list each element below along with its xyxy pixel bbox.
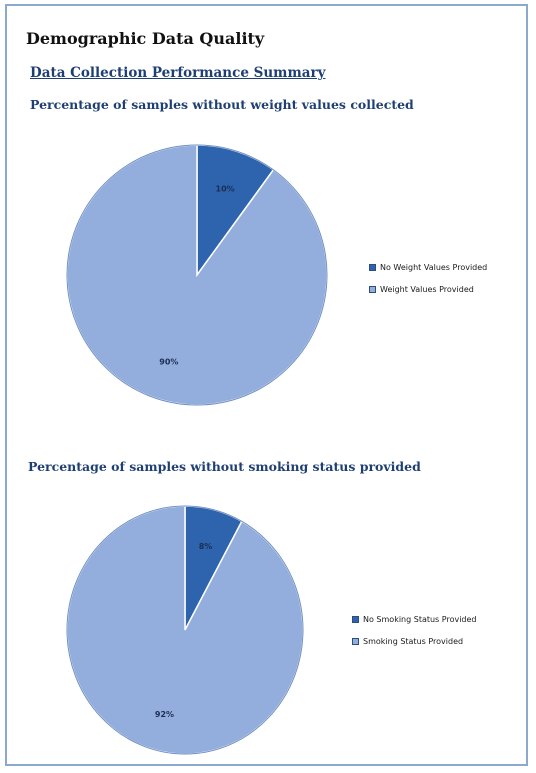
legend-label: Smoking Status Provided <box>363 636 464 646</box>
document-title: Demographic Data Quality <box>26 29 265 48</box>
slice-label: 92% <box>155 710 174 719</box>
pie-chart-smoking: 8% 92% <box>66 505 304 755</box>
chart-title-weight: Percentage of samples without weight val… <box>30 97 414 112</box>
legend-swatch <box>369 263 376 271</box>
legend-label: Weight Values Provided <box>380 284 474 294</box>
pie-rim <box>66 505 304 755</box>
page-border <box>5 4 528 766</box>
legend-weight: No Weight Values Provided Weight Values … <box>369 260 487 304</box>
chart-title-smoking: Percentage of samples without smoking st… <box>28 459 421 474</box>
legend-item: No Smoking Status Provided <box>352 612 477 626</box>
legend-label: No Smoking Status Provided <box>363 614 477 624</box>
slice-label: 10% <box>216 184 235 193</box>
pie-chart-weight: 10% 90% <box>66 144 328 406</box>
legend-item: Weight Values Provided <box>369 282 487 296</box>
pie-rim <box>66 144 328 406</box>
legend-swatch <box>352 615 359 623</box>
legend-smoking: No Smoking Status Provided Smoking Statu… <box>352 612 477 656</box>
legend-swatch <box>369 285 376 293</box>
slice-label: 8% <box>199 542 213 551</box>
legend-label: No Weight Values Provided <box>380 262 488 272</box>
legend-item: No Weight Values Provided <box>369 260 487 274</box>
legend-item: Smoking Status Provided <box>352 634 477 648</box>
pie-slice <box>66 505 304 755</box>
slice-label: 90% <box>159 358 178 367</box>
pie-slice <box>66 144 328 406</box>
legend-swatch <box>352 637 359 645</box>
section-title: Data Collection Performance Summary <box>30 65 326 81</box>
